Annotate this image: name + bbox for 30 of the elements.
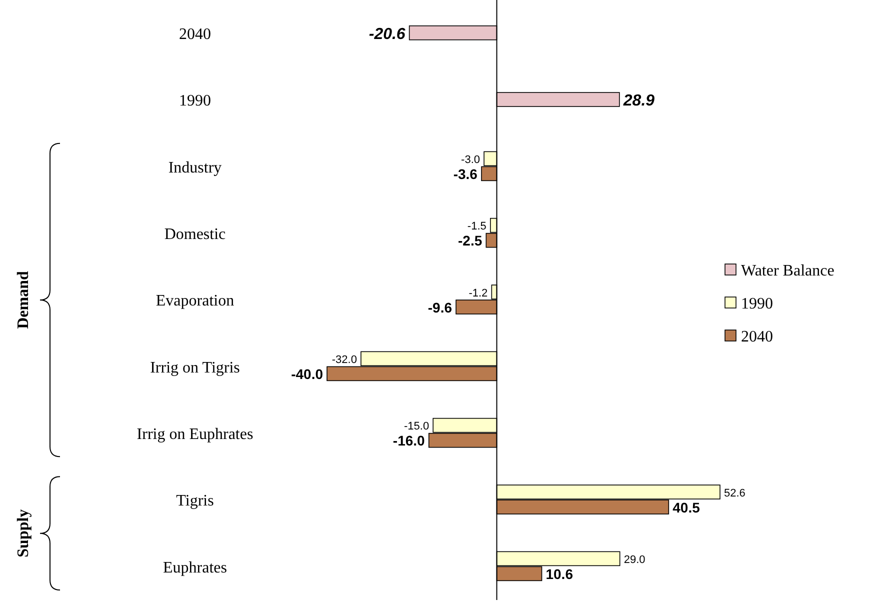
- y-tick-label: Domestic: [164, 226, 226, 243]
- data-label: -15.0: [404, 420, 430, 433]
- text: Supply: [15, 509, 32, 558]
- y-tick-label: 1990: [179, 92, 211, 110]
- data-label: 29.0: [624, 554, 646, 566]
- data-label: -1.2: [468, 287, 488, 300]
- data-label: 10.6: [546, 566, 574, 582]
- data-label: 28.9: [622, 92, 655, 110]
- legend-label: 1990: [741, 296, 773, 313]
- data-label: -16.0: [392, 432, 426, 449]
- data-label: -9.6: [428, 299, 452, 316]
- data-label: 52.6: [724, 487, 746, 500]
- data-label: -3.6: [453, 166, 478, 182]
- y-tick-label: Tigris: [176, 492, 214, 510]
- y-tick-label: Irrig on Tigris: [150, 359, 240, 376]
- data-label: -2.5: [458, 232, 482, 249]
- legend-label: 2040: [741, 328, 773, 346]
- text: Demand: [15, 271, 32, 329]
- y-tick-label: Evaporation: [156, 292, 234, 310]
- data-label: 40.5: [672, 499, 700, 516]
- data-label: -40.0: [291, 366, 324, 382]
- data-label: -1.5: [467, 220, 486, 233]
- legend-label: Water Balance: [741, 262, 834, 280]
- y-tick-label: Irrig on Euphrates: [136, 426, 254, 443]
- y-tick-label: Industry: [168, 159, 222, 176]
- y-tick-label: 2040: [179, 26, 211, 43]
- y-tick-label: Euphrates: [163, 559, 227, 576]
- data-label: -3.0: [461, 154, 480, 166]
- data-label: -32.0: [332, 354, 357, 366]
- data-label: -20.6: [368, 26, 406, 43]
